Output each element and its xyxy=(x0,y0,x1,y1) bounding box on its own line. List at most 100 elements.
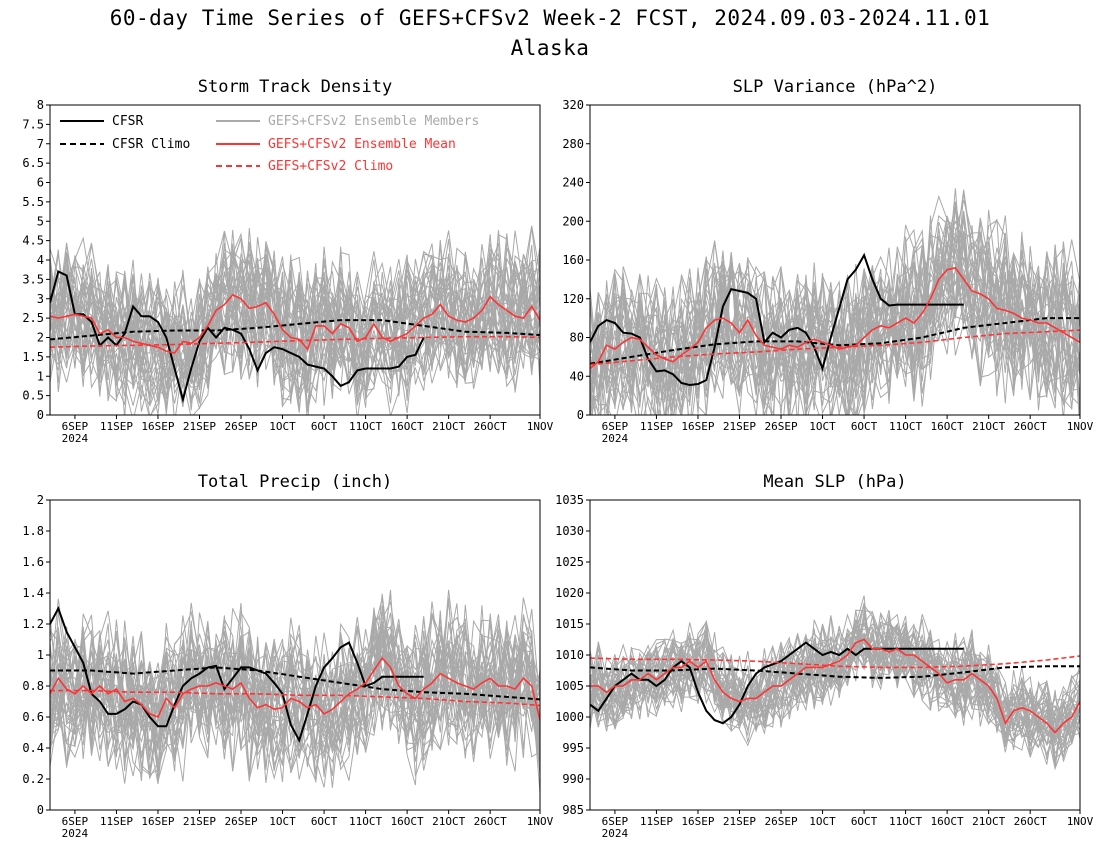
x-tick-label: 16SEP xyxy=(141,420,174,433)
y-tick-label: 3 xyxy=(37,292,44,306)
y-tick-label: 8 xyxy=(37,98,44,112)
y-tick-label: 0.5 xyxy=(22,389,44,403)
y-tick-label: 4 xyxy=(37,253,44,267)
x-tick-label: 26OCT xyxy=(1014,420,1047,433)
y-tick-label: 1.6 xyxy=(22,555,44,569)
y-tick-label: 995 xyxy=(562,741,584,755)
y-tick-label: 1030 xyxy=(555,524,584,538)
ensemble-member-line xyxy=(590,628,1080,771)
x-tick-label: 11OCT xyxy=(349,420,382,433)
y-tick-label: 1025 xyxy=(555,555,584,569)
x-tick-label: 26SEP xyxy=(764,815,797,828)
y-tick-label: 5 xyxy=(37,214,44,228)
ensemble-member-line xyxy=(50,243,540,408)
x-year-label: 2024 xyxy=(602,827,629,840)
x-tick-label: 6OCT xyxy=(311,420,338,433)
x-tick-label: 1NOV xyxy=(1067,815,1094,828)
series-cfsr-climo xyxy=(50,666,540,701)
x-tick-label: 6OCT xyxy=(851,815,878,828)
x-tick-label: 26SEP xyxy=(224,420,257,433)
legend-label: GEFS+CFSv2 Ensemble Mean xyxy=(268,137,456,152)
y-tick-label: 1 xyxy=(37,648,44,662)
series-cfsr xyxy=(590,252,964,387)
ensemble-member-line xyxy=(50,247,540,415)
x-tick-label: 11OCT xyxy=(889,815,922,828)
y-tick-label: 0.2 xyxy=(22,772,44,786)
y-tick-label: 1005 xyxy=(555,679,584,693)
x-tick-label: 21OCT xyxy=(432,420,465,433)
x-tick-label: 6OCT xyxy=(851,420,878,433)
x-tick-label: 11SEP xyxy=(100,420,133,433)
series-cfsr-climo xyxy=(590,317,1080,365)
ensemble-member-line xyxy=(590,609,1080,749)
series-gefs-cfsv2-climo xyxy=(590,329,1080,366)
y-tick-label: 240 xyxy=(562,176,584,190)
y-tick-label: 6 xyxy=(37,176,44,190)
legend-label: GEFS+CFSv2 Ensemble Members xyxy=(268,114,479,129)
ensemble-member-line xyxy=(591,280,1080,415)
ensemble-member-line xyxy=(50,621,540,788)
y-tick-label: 7 xyxy=(37,137,44,151)
y-tick-label: 1020 xyxy=(555,586,584,600)
y-tick-label: 2 xyxy=(37,493,44,507)
x-tick-label: 26OCT xyxy=(1014,815,1047,828)
series-cfsr-climo xyxy=(590,665,1080,679)
x-tick-label: 1NOV xyxy=(527,420,554,433)
chart-title: Total Precip (inch) xyxy=(198,472,392,492)
chart-panel-2: 0 40 80 120 160 200 240 280 320 6SEP 11SEP 16SEP 21S… xyxy=(562,77,1093,445)
y-tick-label: 7.5 xyxy=(22,117,44,131)
x-tick-label: 21OCT xyxy=(972,420,1005,433)
series-cfsr-climo xyxy=(50,319,540,341)
ensemble-member-line xyxy=(590,610,1080,737)
series-gefs-cfsv2-ensemble-mean xyxy=(50,293,540,354)
y-tick-label: 0.4 xyxy=(22,741,44,755)
x-tick-label: 21OCT xyxy=(432,815,465,828)
x-tick-label: 16SEP xyxy=(141,815,174,828)
y-tick-label: 2 xyxy=(37,331,44,345)
plot-area xyxy=(50,589,540,793)
x-tick-label: 26OCT xyxy=(474,815,507,828)
ensemble-member-line xyxy=(590,615,1080,753)
series-gefs-cfsv2-ensemble-mean xyxy=(50,656,540,721)
y-tick-label: 1.4 xyxy=(22,586,44,600)
x-tick-label: 11OCT xyxy=(889,420,922,433)
y-tick-label: 200 xyxy=(562,214,584,228)
y-tick-label: 985 xyxy=(562,803,584,817)
y-tick-label: 0.8 xyxy=(22,679,44,693)
chart-title: SLP Variance (hPa^2) xyxy=(733,77,938,97)
chart-panel-4: 985 990 995 1000 1005 1010 1015 1020 1025 1030 103… xyxy=(555,472,1094,840)
y-tick-label: 320 xyxy=(562,98,584,112)
ensemble-member-line xyxy=(50,616,540,784)
series-cfsr xyxy=(50,606,424,743)
ensemble-member-line xyxy=(590,273,1080,415)
x-tick-label: 16OCT xyxy=(391,815,424,828)
y-tick-label: 0 xyxy=(37,408,44,422)
x-tick-label: 1OCT xyxy=(809,420,836,433)
x-tick-label: 16OCT xyxy=(391,420,424,433)
chart-panel-1: 0 0.5 1 1.5 2 2.5 3 3.5 4 4.5 5 5.5 6 6.5 7 7.5 8 6SEP 11S… xyxy=(22,77,553,445)
y-tick-label: 0 xyxy=(577,408,584,422)
x-tick-label: 21SEP xyxy=(183,815,216,828)
series-gefs-cfsv2-climo xyxy=(590,655,1080,669)
x-tick-label: 26SEP xyxy=(224,815,257,828)
ensemble-member-line xyxy=(50,244,540,404)
x-tick-label: 1NOV xyxy=(527,815,554,828)
y-tick-label: 4.5 xyxy=(22,234,44,248)
x-tick-label: 16SEP xyxy=(681,420,714,433)
page-subtitle: Alaska xyxy=(510,36,590,60)
y-tick-label: 1000 xyxy=(555,710,584,724)
plot-area xyxy=(50,225,540,415)
x-tick-label: 11SEP xyxy=(640,815,673,828)
y-tick-label: 0 xyxy=(37,803,44,817)
x-tick-label: 11SEP xyxy=(640,420,673,433)
legend-label: CFSR xyxy=(112,114,143,129)
y-tick-label: 1035 xyxy=(555,493,584,507)
legend-label: CFSR Climo xyxy=(112,137,190,152)
y-tick-label: 0.6 xyxy=(22,710,44,724)
y-tick-label: 1.5 xyxy=(22,350,44,364)
x-tick-label: 26SEP xyxy=(764,420,797,433)
x-tick-label: 6OCT xyxy=(311,815,338,828)
series-gefs-cfsv2-ensemble-mean xyxy=(590,638,1080,734)
y-tick-label: 1.2 xyxy=(22,617,44,631)
y-tick-label: 6.5 xyxy=(22,156,44,170)
